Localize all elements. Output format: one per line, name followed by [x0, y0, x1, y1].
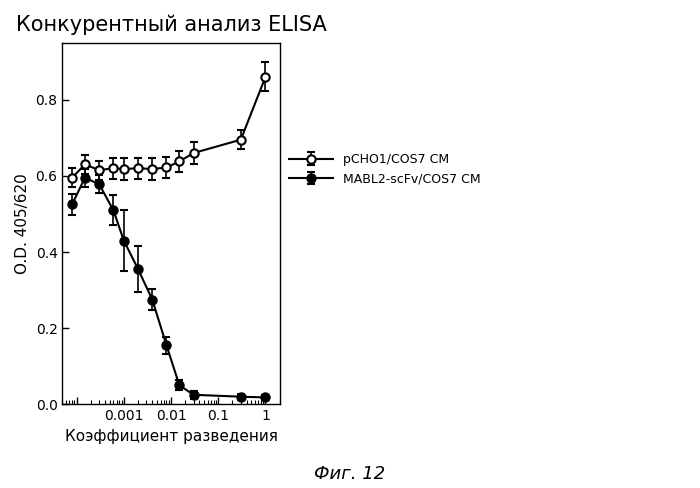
Legend: pCHO1/COS7 CM, MABL2-scFv/COS7 CM: pCHO1/COS7 CM, MABL2-scFv/COS7 CM — [284, 148, 486, 190]
X-axis label: Коэффициент разведения: Коэффициент разведения — [64, 429, 277, 444]
Title: Конкурентный анализ ELISA: Конкурентный анализ ELISA — [15, 15, 326, 36]
Text: Фиг. 12: Фиг. 12 — [314, 465, 386, 483]
Y-axis label: O.D. 405/620: O.D. 405/620 — [15, 173, 30, 274]
